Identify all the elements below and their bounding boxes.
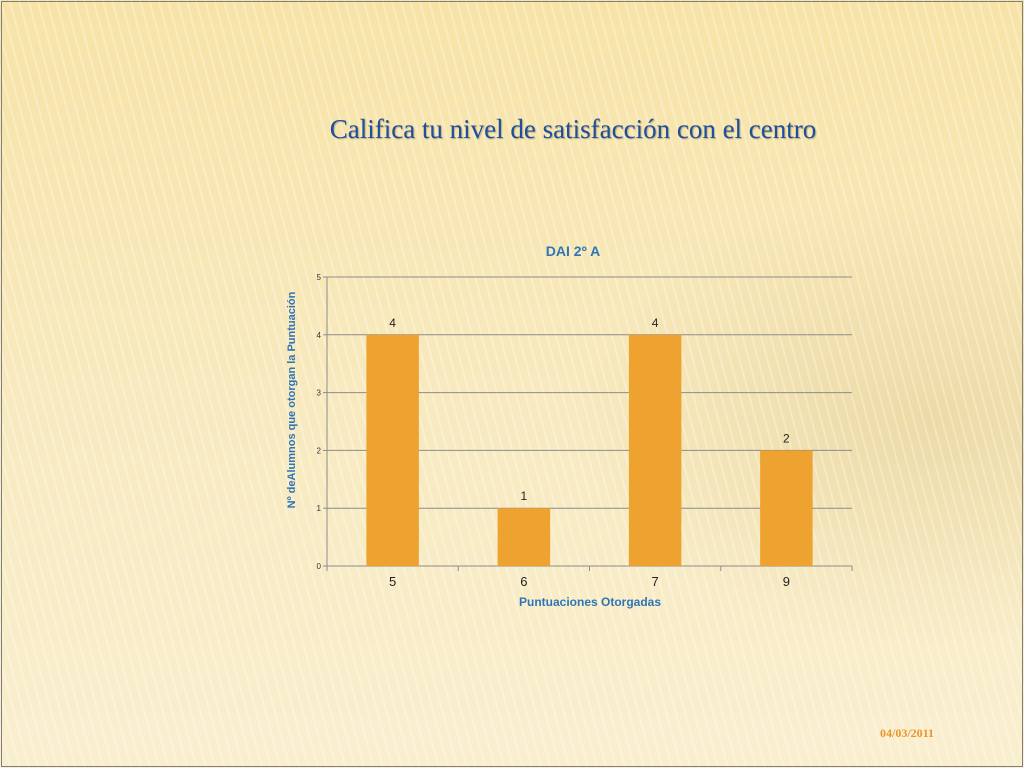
chart-title: DAI 2º A bbox=[546, 243, 600, 259]
y-tick-label: 5 bbox=[317, 273, 322, 282]
x-tick-label: 7 bbox=[652, 574, 659, 589]
y-axis-title: Nº deAlumnos que otorgan la Puntuación bbox=[286, 291, 298, 508]
y-tick-label: 0 bbox=[317, 562, 322, 571]
x-axis-title: Puntuaciones Otorgadas bbox=[519, 595, 661, 609]
bar bbox=[366, 334, 419, 566]
x-tick-label: 6 bbox=[520, 574, 527, 589]
y-tick-label: 2 bbox=[317, 446, 322, 455]
bar bbox=[628, 334, 682, 566]
y-tick-label: 4 bbox=[317, 331, 322, 340]
chart-bars bbox=[366, 334, 813, 566]
x-tick-label: 5 bbox=[389, 574, 396, 589]
y-tick-label: 3 bbox=[317, 389, 322, 398]
slide-title: Califica tu nivel de satisfacción con el… bbox=[329, 114, 817, 144]
x-tick-label: 9 bbox=[783, 574, 790, 589]
data-label: 1 bbox=[521, 489, 528, 503]
chart-data-labels: 4 1 4 2 bbox=[389, 316, 790, 503]
slide-date: 04/03/2011 bbox=[880, 726, 935, 740]
bar bbox=[497, 508, 551, 566]
data-label: 2 bbox=[783, 431, 790, 445]
y-axis-ticks: 0 1 2 3 4 5 bbox=[317, 273, 322, 571]
y-tick-label: 1 bbox=[317, 504, 322, 513]
data-label: 4 bbox=[389, 316, 396, 330]
x-axis-ticks: 5 6 7 9 bbox=[389, 574, 790, 589]
data-label: 4 bbox=[652, 316, 659, 330]
bar bbox=[760, 450, 813, 566]
